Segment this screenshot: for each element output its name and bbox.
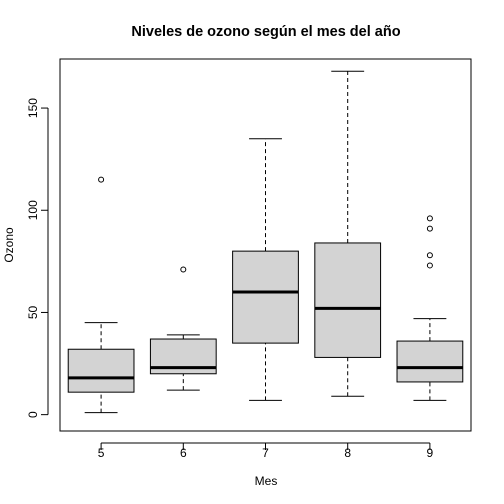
outlier-point (426, 252, 433, 259)
outlier-point (426, 225, 433, 232)
box-group-7 (232, 138, 299, 401)
y-axis-label: Ozono (2, 227, 16, 263)
box-group-8 (314, 70, 382, 397)
x-tick-label: 9 (427, 446, 434, 460)
plot-frame (59, 58, 472, 432)
y-tick-label: 50 (26, 305, 40, 319)
outlier-point (426, 215, 433, 222)
iqr-box (396, 340, 464, 383)
outlier-point (180, 266, 187, 273)
iqr-box (314, 242, 382, 358)
y-tick-label: 100 (26, 200, 40, 220)
iqr-box (232, 250, 299, 344)
y-tick-label: 0 (26, 411, 40, 418)
x-tick-label: 7 (262, 446, 269, 460)
x-axis-label: Mes (255, 474, 278, 488)
iqr-box (67, 348, 135, 393)
box-group-5 (67, 176, 135, 414)
x-tick-label: 6 (180, 446, 187, 460)
boxes (67, 70, 464, 414)
box-group-9 (396, 215, 464, 401)
outlier-point (426, 262, 433, 269)
box-group-6 (149, 266, 217, 391)
y-axis: 0 50 100 150 (26, 98, 49, 418)
chart-title: Niveles de ozono según el mes del año (131, 24, 400, 40)
x-axis: 5 6 7 8 9 (98, 442, 434, 460)
x-tick-label: 5 (98, 446, 105, 460)
y-tick-label: 150 (26, 98, 40, 118)
outlier-point (98, 176, 105, 183)
x-tick-label: 8 (344, 446, 351, 460)
